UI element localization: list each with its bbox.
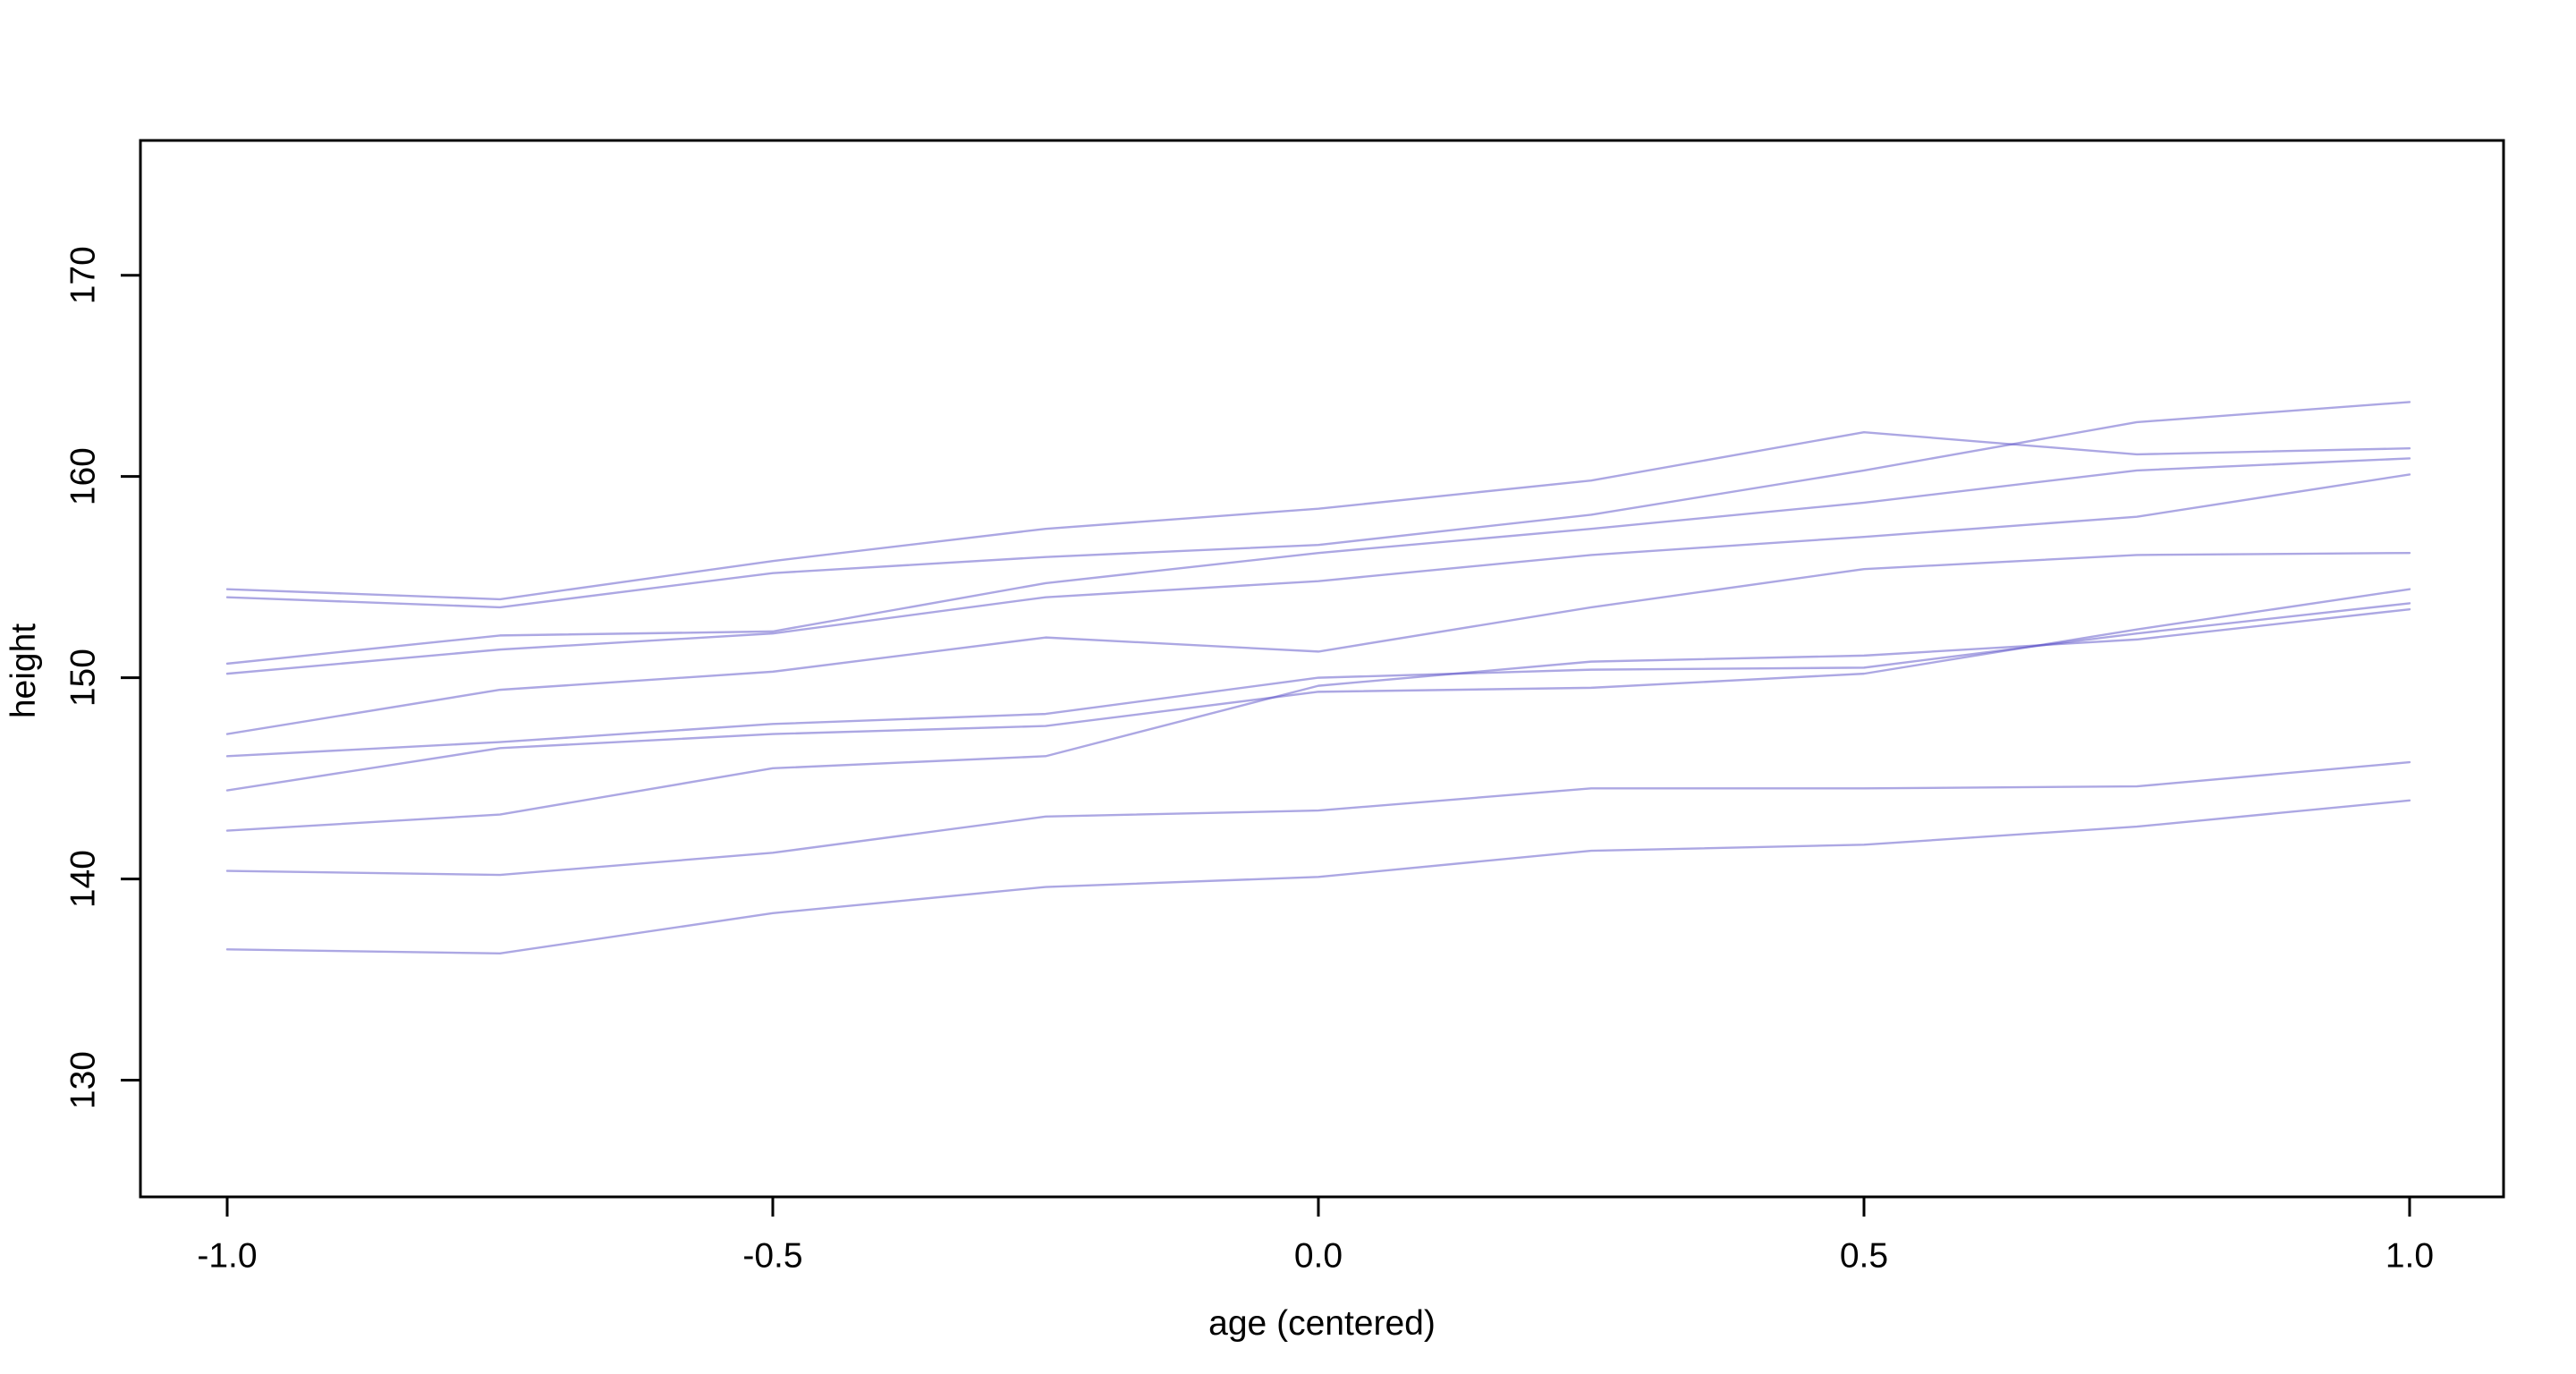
series-line-subject-2 bbox=[225, 401, 2411, 609]
series-line-subject-4 bbox=[225, 473, 2411, 675]
series-line-subject-8 bbox=[225, 607, 2411, 832]
series-line-subject-3 bbox=[225, 457, 2411, 666]
x-tick-label: -0.5 bbox=[742, 1237, 802, 1276]
x-tick-label: 0.0 bbox=[1294, 1237, 1343, 1276]
x-axis-title: age (centered) bbox=[1208, 1304, 1436, 1343]
plot-border bbox=[139, 139, 2505, 1199]
series-line-subject-10 bbox=[225, 799, 2411, 955]
y-tick-label: 170 bbox=[64, 246, 103, 304]
y-tick-label: 160 bbox=[64, 447, 103, 505]
y-tick-label: 150 bbox=[64, 649, 103, 707]
series-line-subject-1 bbox=[225, 430, 2411, 601]
y-tick-label: 130 bbox=[64, 1051, 103, 1109]
series-line-subject-9 bbox=[225, 760, 2411, 877]
series-line-subject-6 bbox=[225, 602, 2411, 758]
series-line-subject-5 bbox=[225, 551, 2411, 735]
x-tick-label: -1.0 bbox=[197, 1237, 257, 1276]
y-axis-title: height bbox=[4, 623, 43, 719]
x-tick-label: 1.0 bbox=[2385, 1237, 2434, 1276]
series-line-subject-7 bbox=[225, 588, 2411, 792]
x-tick-label: 0.5 bbox=[1840, 1237, 1888, 1276]
y-tick-label: 140 bbox=[64, 850, 103, 908]
